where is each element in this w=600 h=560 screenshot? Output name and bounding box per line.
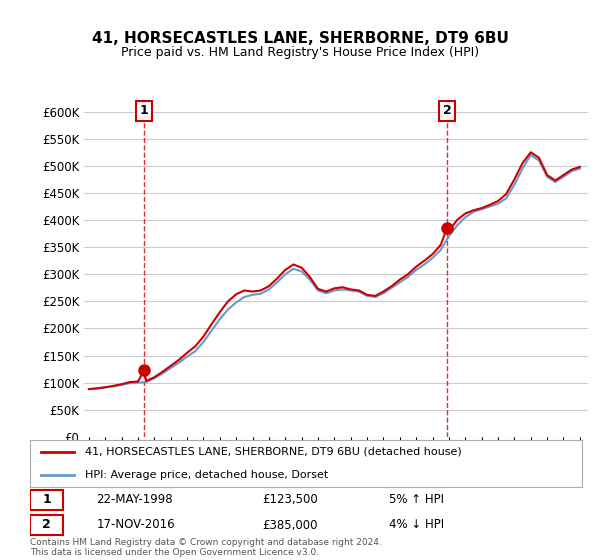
Text: Contains HM Land Registry data © Crown copyright and database right 2024.
This d: Contains HM Land Registry data © Crown c… <box>30 538 382 557</box>
Bar <box>30 515 63 535</box>
Text: £385,000: £385,000 <box>262 519 317 531</box>
Text: 41, HORSECASTLES LANE, SHERBORNE, DT9 6BU (detached house): 41, HORSECASTLES LANE, SHERBORNE, DT9 6B… <box>85 446 462 456</box>
Text: HPI: Average price, detached house, Dorset: HPI: Average price, detached house, Dors… <box>85 470 328 480</box>
Text: £123,500: £123,500 <box>262 493 317 506</box>
Text: 22-MAY-1998: 22-MAY-1998 <box>96 493 173 506</box>
Text: 5% ↑ HPI: 5% ↑ HPI <box>389 493 444 506</box>
Text: Price paid vs. HM Land Registry's House Price Index (HPI): Price paid vs. HM Land Registry's House … <box>121 46 479 59</box>
Text: 1: 1 <box>140 104 149 118</box>
Text: 17-NOV-2016: 17-NOV-2016 <box>96 519 175 531</box>
Text: 1: 1 <box>42 493 51 506</box>
Text: 41, HORSECASTLES LANE, SHERBORNE, DT9 6BU: 41, HORSECASTLES LANE, SHERBORNE, DT9 6B… <box>92 31 508 46</box>
Bar <box>30 489 63 510</box>
Text: 2: 2 <box>443 104 451 118</box>
Text: 2: 2 <box>42 519 51 531</box>
Text: 4% ↓ HPI: 4% ↓ HPI <box>389 519 444 531</box>
